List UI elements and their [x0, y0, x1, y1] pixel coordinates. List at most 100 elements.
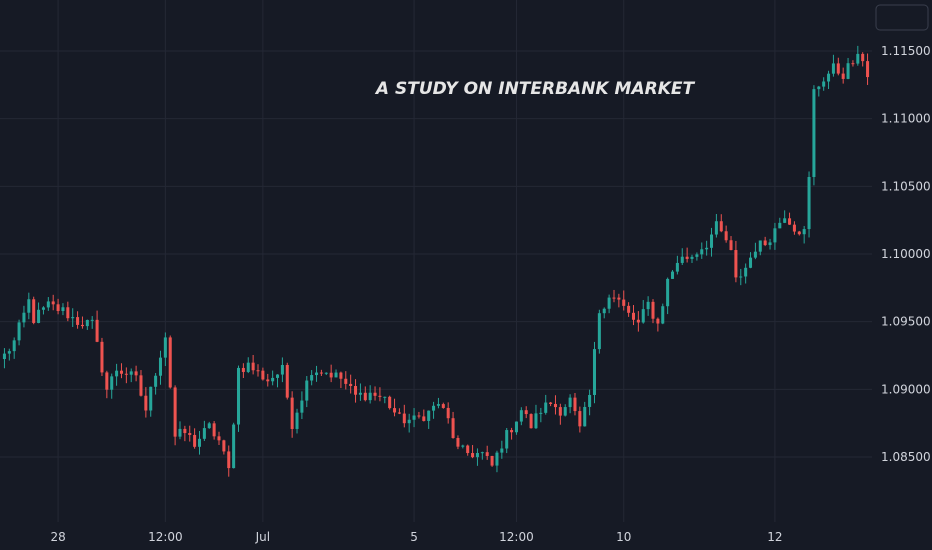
candle-body	[831, 63, 835, 74]
candle-body	[856, 53, 860, 64]
candle-body	[631, 312, 636, 320]
candle-body	[480, 452, 484, 454]
y-tick-label: 1.08500	[881, 450, 931, 464]
candle-body	[675, 262, 679, 272]
candle-body	[461, 445, 465, 447]
candle-body	[373, 392, 377, 396]
x-tick-label: 12:00	[499, 530, 534, 544]
candle-body	[763, 240, 767, 246]
candle-body	[510, 430, 514, 433]
candle-body	[344, 378, 348, 384]
candle-body	[290, 397, 294, 429]
candle-body	[212, 423, 216, 437]
candle-body	[783, 218, 787, 223]
candle-body	[451, 418, 455, 438]
x-tick-label: Jul	[255, 530, 270, 544]
candle-body	[661, 306, 665, 324]
candle-body	[636, 319, 640, 323]
candle-body	[334, 372, 338, 378]
candle-body	[85, 319, 89, 327]
candle-body	[641, 309, 645, 323]
candle-body	[305, 380, 309, 401]
candle-body	[76, 317, 80, 325]
candle-body	[666, 278, 670, 307]
settings-box[interactable]	[875, 4, 929, 31]
candle-body	[236, 367, 241, 425]
candle-body	[719, 221, 723, 232]
candle-body	[597, 313, 601, 350]
candle-body	[261, 370, 265, 380]
candle-body	[617, 297, 621, 300]
candle-body	[441, 404, 445, 408]
candle-body	[27, 299, 31, 313]
candle-body	[232, 424, 236, 469]
candle-body	[753, 251, 757, 258]
candle-body	[397, 412, 401, 414]
candle-body	[22, 312, 26, 323]
candles	[2, 45, 870, 477]
candle-body	[734, 250, 738, 278]
price-axis[interactable]: 1.11500 1.11000 1.10500 1.10000 1.09500 1.090…	[881, 44, 931, 464]
chart-title: A STUDY ON INTERBANK MARKET	[374, 79, 696, 99]
candle-body	[134, 371, 138, 376]
candle-body	[466, 445, 470, 454]
candle-body	[778, 222, 782, 229]
candle-body	[315, 372, 319, 376]
candle-body	[144, 395, 148, 411]
candle-body	[685, 256, 689, 259]
candle-body	[695, 254, 699, 257]
candle-body	[827, 73, 831, 82]
x-tick-label: 28	[50, 530, 65, 544]
x-tick-label: 5	[410, 530, 418, 544]
candle-body	[558, 407, 562, 416]
candle-body	[680, 256, 684, 263]
x-tick-label: 12:00	[148, 530, 183, 544]
grid-lines	[0, 0, 872, 522]
candle-body	[105, 372, 109, 390]
candle-body	[178, 428, 182, 437]
candle-body	[61, 307, 65, 312]
candle-body	[158, 357, 162, 376]
y-tick-label: 1.09500	[881, 315, 931, 329]
candle-body	[412, 415, 416, 420]
candle-body	[319, 372, 323, 374]
candle-body	[456, 437, 460, 447]
candle-body	[866, 61, 870, 78]
candle-body	[285, 364, 289, 398]
candle-body	[90, 319, 94, 321]
candle-body	[393, 408, 397, 413]
candle-body	[95, 319, 99, 342]
time-axis[interactable]: 28 12:00 Jul 5 12:00 10 12	[50, 530, 782, 544]
candle-body	[446, 407, 450, 419]
candle-body	[646, 301, 650, 310]
candle-body	[622, 299, 626, 306]
candle-body	[822, 81, 826, 87]
candle-body	[471, 453, 475, 458]
candle-body	[812, 89, 816, 178]
candle-body	[524, 410, 528, 415]
candle-body	[422, 416, 426, 421]
candle-body	[792, 224, 796, 232]
candle-body	[256, 370, 260, 372]
candle-body	[80, 324, 84, 327]
candle-body	[56, 304, 60, 312]
candle-body	[612, 297, 616, 299]
candle-body	[495, 452, 499, 466]
candle-body	[670, 271, 675, 279]
candle-body	[310, 375, 314, 381]
candle-body	[193, 434, 197, 447]
candle-body	[202, 428, 206, 439]
y-tick-label: 1.09000	[881, 382, 931, 396]
candle-body	[271, 377, 275, 382]
candle-body	[51, 301, 55, 305]
candle-body	[266, 379, 270, 382]
candle-body	[768, 242, 772, 246]
candle-body	[578, 411, 582, 427]
candle-body	[758, 240, 762, 252]
candle-body	[388, 396, 392, 409]
candle-body	[514, 421, 518, 433]
candle-body	[739, 276, 743, 278]
candle-body	[37, 309, 41, 323]
candle-body	[383, 396, 387, 398]
candle-body	[807, 177, 811, 230]
